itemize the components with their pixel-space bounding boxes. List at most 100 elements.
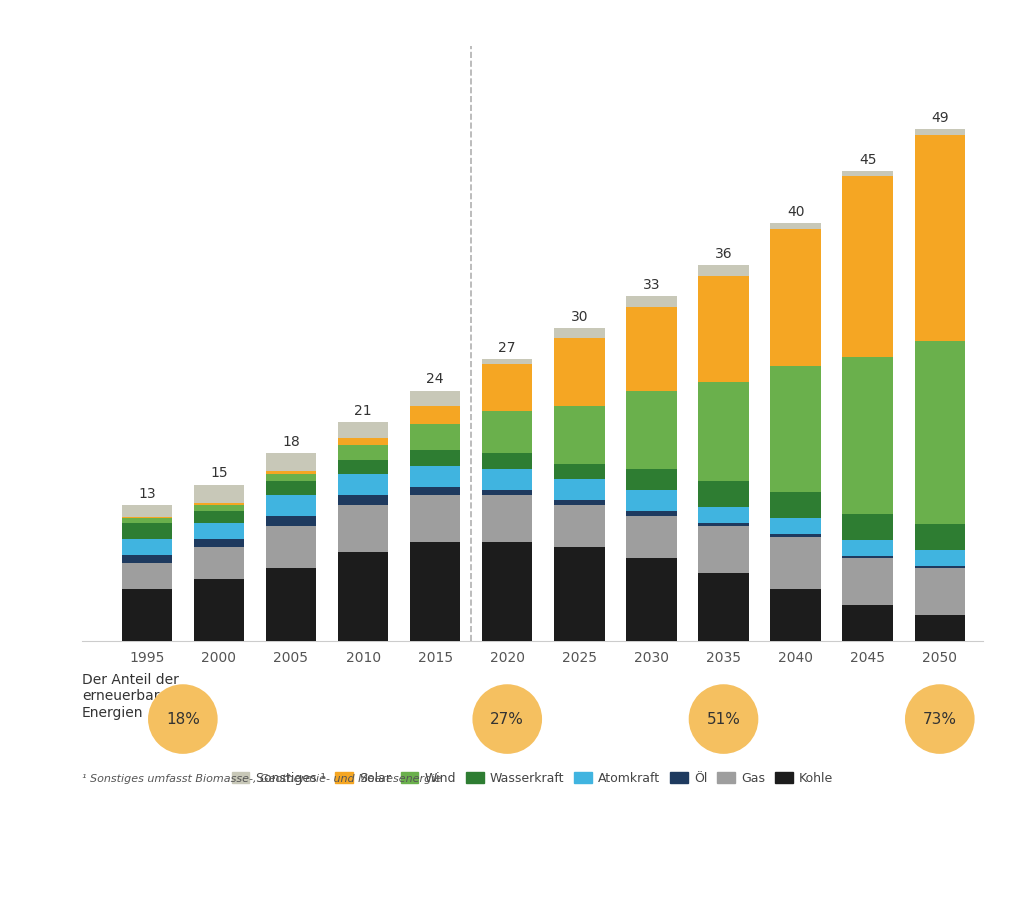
Bar	[627, 558, 677, 641]
Bar	[122, 506, 172, 517]
Bar	[482, 542, 532, 641]
Bar	[698, 523, 749, 527]
Bar	[770, 589, 821, 641]
Bar	[698, 276, 749, 382]
Bar	[122, 517, 172, 518]
Text: 30: 30	[570, 310, 588, 323]
Bar	[770, 518, 821, 534]
Bar	[698, 382, 749, 482]
Bar	[770, 229, 821, 366]
Bar	[627, 516, 677, 558]
Bar	[194, 510, 244, 523]
Bar	[843, 357, 893, 514]
Bar	[338, 552, 388, 641]
Bar	[266, 471, 316, 474]
Bar	[698, 507, 749, 523]
Text: 40: 40	[786, 205, 805, 219]
Text: Der Anteil der
erneuerbaren
Energien: Der Anteil der erneuerbaren Energien	[82, 673, 179, 720]
Bar	[482, 411, 532, 453]
Bar	[338, 474, 388, 495]
Text: 27: 27	[499, 341, 516, 355]
Bar	[122, 589, 172, 641]
Bar	[914, 568, 965, 615]
Bar	[338, 445, 388, 461]
Bar	[410, 542, 461, 641]
Bar	[698, 527, 749, 573]
Bar	[843, 558, 893, 605]
Bar	[122, 539, 172, 554]
Bar	[914, 129, 965, 135]
Bar	[627, 469, 677, 490]
Bar	[482, 359, 532, 365]
Bar	[266, 474, 316, 482]
Text: 51%: 51%	[707, 712, 740, 726]
Text: 21: 21	[354, 404, 372, 418]
Text: ¹ Sonstiges umfasst Biomasse-, Geothermie- und Meeresenergie: ¹ Sonstiges umfasst Biomasse-, Geothermi…	[82, 774, 441, 784]
Bar	[410, 424, 461, 450]
Bar	[482, 365, 532, 411]
Bar	[410, 390, 461, 406]
Bar	[627, 307, 677, 390]
Bar	[266, 568, 316, 641]
Text: 13: 13	[138, 487, 156, 501]
Bar	[770, 534, 821, 537]
Text: 27%: 27%	[490, 712, 524, 726]
Bar	[554, 506, 604, 547]
Text: 33: 33	[643, 278, 660, 292]
Bar	[482, 490, 532, 495]
Bar	[122, 554, 172, 562]
Text: 49: 49	[931, 111, 948, 125]
Bar	[410, 450, 461, 465]
Bar	[122, 562, 172, 589]
Bar	[338, 438, 388, 445]
Bar	[410, 495, 461, 542]
Bar	[194, 485, 244, 503]
Bar	[627, 490, 677, 510]
Bar	[843, 514, 893, 540]
Bar	[554, 338, 604, 406]
Bar	[914, 342, 965, 524]
Bar	[410, 465, 461, 486]
Bar	[194, 579, 244, 641]
Bar	[482, 453, 532, 469]
Bar	[770, 537, 821, 589]
Text: 15: 15	[210, 466, 227, 480]
Bar	[843, 540, 893, 555]
Bar	[843, 555, 893, 558]
Bar	[914, 524, 965, 551]
Bar	[266, 516, 316, 527]
Bar	[266, 453, 316, 471]
Bar	[698, 573, 749, 641]
Bar	[770, 366, 821, 492]
Bar	[627, 510, 677, 516]
Bar	[194, 539, 244, 547]
Bar	[914, 615, 965, 641]
Text: 73%: 73%	[923, 712, 956, 726]
Bar	[194, 547, 244, 579]
Bar	[698, 482, 749, 507]
Text: 18%: 18%	[166, 712, 200, 726]
Bar	[338, 495, 388, 506]
Bar	[122, 523, 172, 539]
Legend: Sonstiges ¹, Solar, Wind, Wasserkraft, Atomkraft, Öl, Gas, Kohle: Sonstiges ¹, Solar, Wind, Wasserkraft, A…	[226, 767, 839, 790]
Bar	[554, 500, 604, 506]
Text: 36: 36	[715, 247, 732, 261]
Bar	[482, 495, 532, 542]
Bar	[698, 265, 749, 276]
Bar	[770, 492, 821, 518]
Bar	[194, 503, 244, 506]
Text: 24: 24	[426, 372, 444, 387]
Bar	[410, 486, 461, 495]
Bar	[338, 461, 388, 474]
Bar	[554, 479, 604, 500]
Bar	[266, 482, 316, 495]
Bar	[194, 506, 244, 510]
Bar	[843, 605, 893, 641]
Bar	[843, 177, 893, 357]
Bar	[338, 422, 388, 438]
Bar	[194, 523, 244, 539]
Bar	[770, 224, 821, 229]
Bar	[410, 406, 461, 424]
Bar	[266, 527, 316, 568]
Bar	[914, 566, 965, 568]
